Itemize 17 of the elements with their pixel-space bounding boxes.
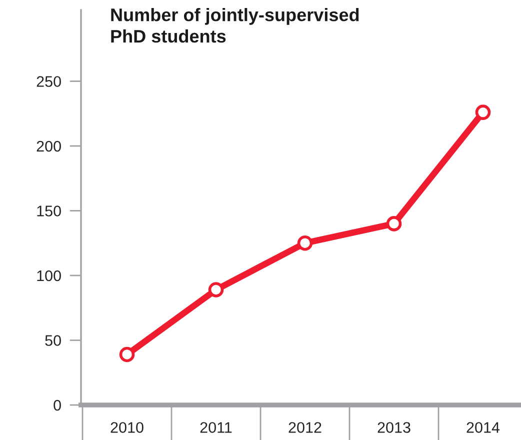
y-tick-label: 150 (37, 206, 61, 216)
x-tick-label: 2011 (200, 422, 232, 433)
point (386, 216, 402, 232)
x-tick-label: 2014 (466, 422, 500, 433)
y-tick-label: 50 (45, 335, 61, 346)
x-tick-label: 2013 (378, 422, 410, 433)
y-tick-label: 100 (37, 270, 61, 282)
y-tick-label: 200 (36, 140, 61, 152)
y-tick-label: 250 (36, 76, 61, 87)
point (119, 346, 135, 362)
y-tick-label: 0 (54, 400, 61, 411)
x-tick-label: 2012 (288, 422, 322, 433)
point (475, 104, 491, 120)
chart-title: Number of jointly-supervised PhD students (111, 8, 359, 43)
point (297, 235, 313, 251)
point (208, 282, 224, 298)
x-tick-label: 2010 (110, 422, 144, 433)
